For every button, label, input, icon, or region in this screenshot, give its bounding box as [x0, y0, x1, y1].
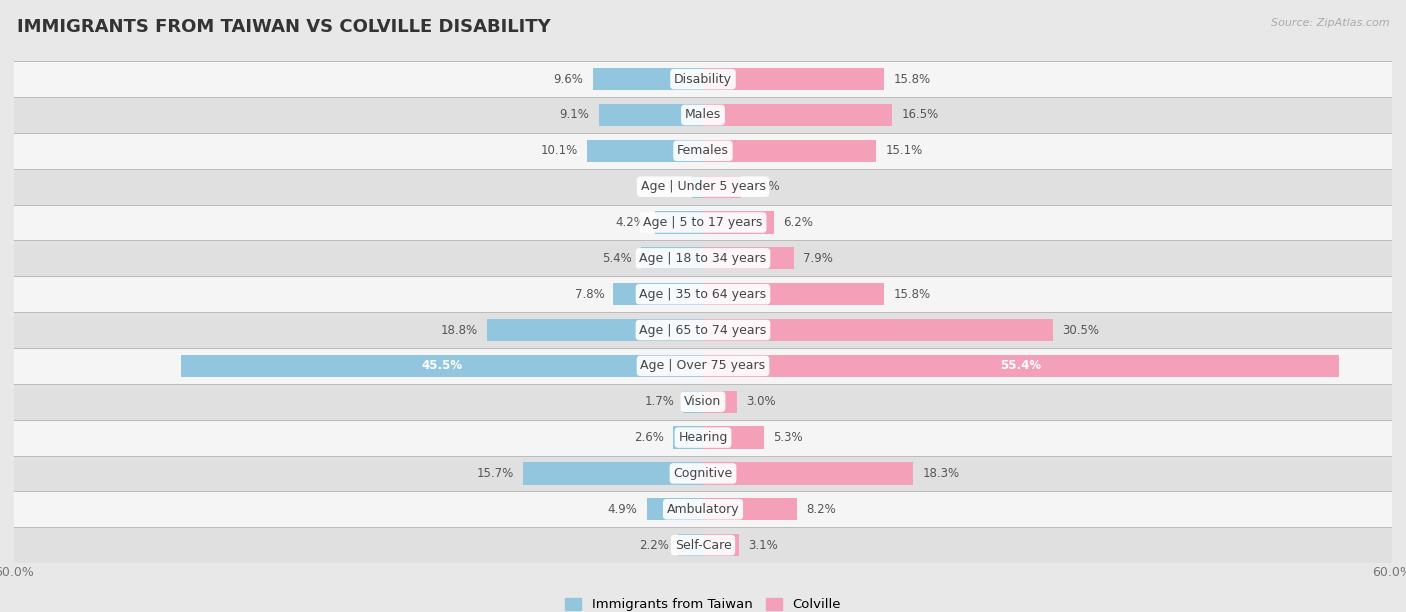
Bar — [14, 384, 1392, 420]
Bar — [703, 390, 738, 413]
Bar — [703, 247, 794, 269]
Bar — [599, 104, 703, 126]
Text: 15.1%: 15.1% — [886, 144, 922, 157]
Bar — [14, 312, 1392, 348]
Bar — [14, 169, 1392, 204]
Text: 30.5%: 30.5% — [1063, 324, 1099, 337]
Text: Ambulatory: Ambulatory — [666, 503, 740, 516]
Text: Vision: Vision — [685, 395, 721, 408]
Text: 6.2%: 6.2% — [783, 216, 813, 229]
Text: 7.9%: 7.9% — [803, 252, 832, 265]
Text: 3.0%: 3.0% — [747, 395, 776, 408]
Bar — [14, 527, 1392, 563]
Legend: Immigrants from Taiwan, Colville: Immigrants from Taiwan, Colville — [560, 592, 846, 612]
Text: 8.2%: 8.2% — [807, 503, 837, 516]
Text: 9.1%: 9.1% — [560, 108, 589, 121]
Text: Self-Care: Self-Care — [675, 539, 731, 551]
Bar — [14, 133, 1392, 169]
Bar — [703, 427, 763, 449]
Bar — [703, 498, 797, 520]
Bar — [647, 498, 703, 520]
Bar — [703, 68, 884, 90]
Bar — [14, 455, 1392, 491]
Bar — [613, 283, 703, 305]
Text: 7.8%: 7.8% — [575, 288, 605, 300]
Bar — [692, 176, 703, 198]
Text: Age | 65 to 74 years: Age | 65 to 74 years — [640, 324, 766, 337]
Text: 10.1%: 10.1% — [540, 144, 578, 157]
Bar — [703, 355, 1339, 377]
Text: 55.4%: 55.4% — [1001, 359, 1042, 372]
Text: 15.8%: 15.8% — [894, 73, 931, 86]
Text: Age | 5 to 17 years: Age | 5 to 17 years — [644, 216, 762, 229]
Bar — [14, 61, 1392, 97]
Bar — [14, 97, 1392, 133]
Bar — [703, 211, 775, 234]
Bar — [14, 348, 1392, 384]
Bar — [673, 427, 703, 449]
Text: 5.3%: 5.3% — [773, 431, 803, 444]
Text: Cognitive: Cognitive — [673, 467, 733, 480]
Text: Age | 18 to 34 years: Age | 18 to 34 years — [640, 252, 766, 265]
Text: 1.7%: 1.7% — [644, 395, 675, 408]
Bar — [523, 462, 703, 485]
Text: 18.8%: 18.8% — [441, 324, 478, 337]
Text: 45.5%: 45.5% — [422, 359, 463, 372]
Text: 2.6%: 2.6% — [634, 431, 664, 444]
Bar — [703, 140, 876, 162]
Bar — [14, 420, 1392, 455]
Bar — [703, 176, 741, 198]
Text: 3.1%: 3.1% — [748, 539, 778, 551]
Bar — [703, 319, 1053, 341]
Text: Disability: Disability — [673, 73, 733, 86]
Bar — [703, 534, 738, 556]
Text: 5.4%: 5.4% — [602, 252, 631, 265]
Bar — [655, 211, 703, 234]
Text: Age | 35 to 64 years: Age | 35 to 64 years — [640, 288, 766, 300]
Bar — [14, 276, 1392, 312]
Text: 2.2%: 2.2% — [638, 539, 669, 551]
Text: 3.3%: 3.3% — [749, 180, 780, 193]
Text: Males: Males — [685, 108, 721, 121]
Text: Hearing: Hearing — [678, 431, 728, 444]
Text: 9.6%: 9.6% — [554, 73, 583, 86]
Text: 1.0%: 1.0% — [652, 180, 682, 193]
Bar — [588, 140, 703, 162]
Bar — [14, 241, 1392, 276]
Text: 15.8%: 15.8% — [894, 288, 931, 300]
Text: IMMIGRANTS FROM TAIWAN VS COLVILLE DISABILITY: IMMIGRANTS FROM TAIWAN VS COLVILLE DISAB… — [17, 18, 551, 36]
Bar — [180, 355, 703, 377]
Bar — [593, 68, 703, 90]
Bar — [486, 319, 703, 341]
Bar — [641, 247, 703, 269]
Bar — [678, 534, 703, 556]
Bar — [14, 491, 1392, 527]
Text: 4.9%: 4.9% — [607, 503, 637, 516]
Bar — [683, 390, 703, 413]
Text: 18.3%: 18.3% — [922, 467, 959, 480]
Text: Females: Females — [678, 144, 728, 157]
Bar — [703, 104, 893, 126]
Bar — [703, 283, 884, 305]
Bar — [703, 462, 912, 485]
Bar — [14, 204, 1392, 241]
Text: 16.5%: 16.5% — [901, 108, 939, 121]
Text: Age | Under 5 years: Age | Under 5 years — [641, 180, 765, 193]
Text: Age | Over 75 years: Age | Over 75 years — [641, 359, 765, 372]
Text: Source: ZipAtlas.com: Source: ZipAtlas.com — [1271, 18, 1389, 28]
Text: 15.7%: 15.7% — [477, 467, 513, 480]
Text: 4.2%: 4.2% — [616, 216, 645, 229]
